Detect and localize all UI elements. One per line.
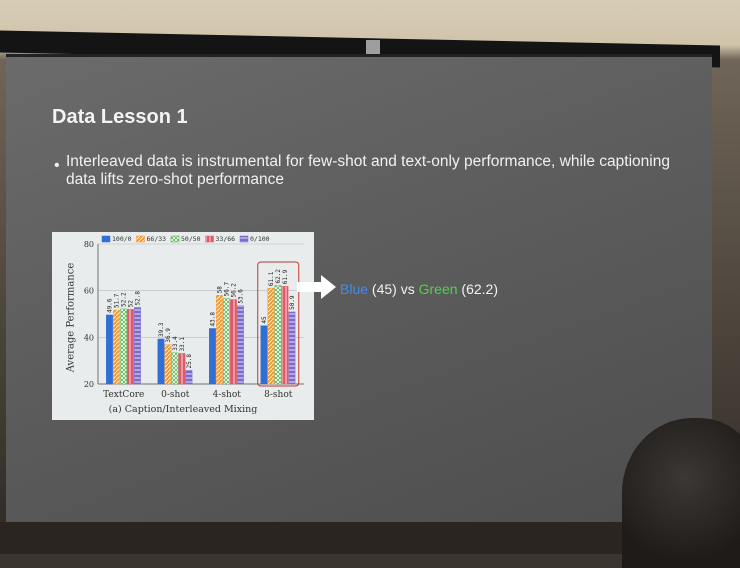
x-tick-label: 0-shot: [161, 390, 190, 400]
data-label: 25.8: [186, 354, 193, 369]
legend-swatch: [239, 235, 249, 243]
x-tick-label: 8-shot: [264, 390, 293, 400]
bar: [230, 299, 237, 385]
slide-bullet-text: Interleaved data is instrumental for few…: [66, 153, 670, 188]
bar: [288, 311, 296, 385]
screen-mount: [366, 40, 380, 58]
data-label: 45: [261, 316, 268, 324]
bar: [134, 307, 141, 385]
legend-label: 33/66: [216, 235, 236, 243]
data-label: 52: [128, 300, 135, 308]
bar: [274, 285, 282, 385]
callout-green: Green: [418, 281, 458, 297]
slide-title: Data Lesson 1: [52, 106, 188, 128]
data-label: 61.1: [268, 271, 275, 286]
bar: [216, 295, 223, 385]
bullet-marker: •: [54, 157, 60, 174]
data-label: 33.1: [179, 337, 186, 352]
data-label: 51.7: [114, 293, 121, 308]
callout-green-value: (62.2): [461, 281, 498, 297]
bar: [237, 305, 244, 385]
callout-vs: vs: [400, 281, 415, 297]
data-label: 62.2: [275, 269, 282, 284]
legend-swatch: [101, 235, 111, 243]
bar: [209, 328, 216, 385]
floor-shadow: [0, 522, 740, 554]
data-label: 39.3: [158, 322, 165, 337]
legend-label: 100/0: [112, 235, 132, 243]
y-axis-title: Average Performance: [65, 262, 77, 373]
data-label: 52.2: [121, 292, 128, 307]
legend-swatch: [170, 235, 180, 243]
legend-label: 0/100: [250, 235, 270, 243]
bar: [178, 353, 186, 385]
y-tick-label: 20: [84, 380, 94, 389]
legend-label: 50/50: [181, 235, 201, 243]
data-label: 36.9: [165, 328, 172, 343]
legend-swatch: [205, 235, 214, 243]
bar-chart: 20 40 60 80 100/0 66/33 50/50 33/66 0/100 49.6 51.…: [84, 235, 304, 400]
audience-head: [622, 418, 740, 568]
bar: [157, 338, 165, 385]
bar: [127, 309, 134, 385]
bar: [281, 286, 289, 385]
data-label: 58: [217, 286, 224, 294]
bar: [113, 309, 120, 385]
data-label: 43.8: [210, 312, 217, 327]
y-tick-label: 80: [84, 240, 94, 249]
bar: [171, 352, 179, 385]
y-tick-label: 40: [84, 333, 94, 342]
callout-text: Blue (45) vs Green (62.2): [340, 281, 498, 297]
callout-blue-value: (45): [371, 281, 397, 297]
bar: [267, 287, 275, 385]
x-tick-label: 4-shot: [213, 390, 242, 400]
data-label: 61.9: [282, 269, 289, 284]
callout-blue: Blue: [340, 281, 369, 297]
x-tick-label: TextCore: [103, 390, 144, 400]
bar: [120, 308, 127, 385]
data-label: 50.9: [289, 295, 296, 310]
y-tick-label: 60: [84, 287, 94, 296]
data-label: 56.7: [224, 282, 231, 297]
data-label: 53.6: [238, 289, 245, 304]
legend-label: 66/33: [147, 235, 167, 243]
data-label: 52.8: [135, 291, 142, 306]
legend-swatch: [136, 235, 145, 243]
bar: [185, 370, 193, 385]
bar-chart-figure: 20 40 60 80 100/0 66/33 50/50 33/66 0/100 49.6 51.…: [52, 232, 314, 420]
data-label: 33.4: [172, 336, 179, 351]
bar: [260, 325, 268, 385]
data-label: 56.2: [231, 283, 238, 298]
highlight-box: [257, 261, 300, 387]
data-label: 49.6: [107, 298, 114, 313]
bar: [106, 314, 113, 385]
bar: [164, 344, 172, 385]
callout-arrow-icon: [297, 275, 336, 299]
bar: [223, 298, 230, 385]
chart-caption: (a) Caption/Interleaved Mixing: [108, 404, 258, 415]
